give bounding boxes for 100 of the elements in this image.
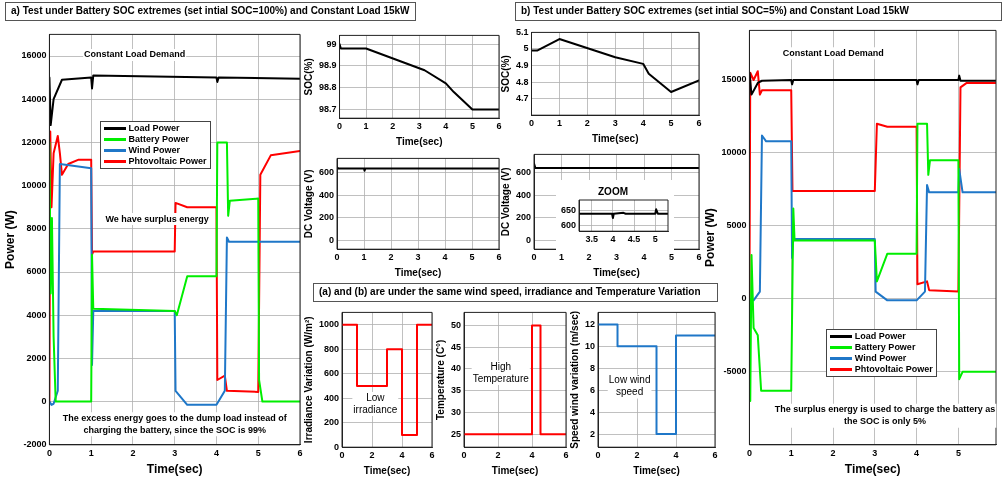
y-tick-label: 98.9 [318, 60, 337, 71]
x-tick-label: 1 [788, 447, 794, 458]
text: a) Test under Battery SOC extremes (set intial SOC=100%) and Constant Load 15kW [5, 2, 416, 21]
text: (a) and (b) are under the same wind speed, irradiance and Temperature Variation [313, 283, 718, 302]
x-tick-label: 3 [872, 447, 878, 458]
y-axis-title: SOC(%) [302, 58, 314, 96]
x-tick-label: 3 [172, 447, 178, 458]
y-tick-label: 800 [323, 343, 340, 354]
annotation: The excess energy goes to the dump load instead of charging the battery, since the SOC is 99% [62, 412, 288, 435]
annotation: Low wind speed [608, 374, 651, 398]
y-tick-label: 6000 [26, 266, 47, 277]
x-tick-label: 2 [388, 252, 394, 263]
x-tick-label: 2 [369, 450, 375, 461]
y-axis-title: Speed wind variation (m/sec) [568, 310, 580, 449]
x-tick-label: 2 [830, 447, 836, 458]
x-tick-label: 4 [641, 252, 647, 263]
x-tick-label: 5 [255, 447, 261, 458]
x-tick-label: 5 [652, 234, 658, 245]
legend-label: Phtovoltaic Power [854, 364, 933, 375]
y-tick-label: 98.8 [318, 82, 337, 93]
y-tick-label: 2 [590, 428, 596, 439]
annotation: We have surplus energy [105, 213, 209, 224]
x-axis-title: Time(sec) [633, 464, 680, 476]
y-tick-label: 12000 [21, 136, 47, 147]
y-tick-label: 400 [515, 189, 532, 200]
x-tick-label: 4 [443, 121, 449, 132]
y-tick-label: 600 [318, 167, 335, 178]
x-tick-label: 4 [610, 234, 616, 245]
x-tick-label: 5 [955, 447, 961, 458]
y-tick-label: 25 [451, 428, 462, 439]
y-tick-label: 98.7 [318, 103, 337, 114]
y-tick-label: 50 [451, 319, 462, 330]
x-tick-label: 4 [442, 252, 448, 263]
x-axis-title: Time(sec) [592, 132, 639, 144]
x-tick-label: 6 [429, 450, 435, 461]
x-tick-label: 1 [88, 447, 94, 458]
x-axis-title: Time(sec) [396, 135, 443, 147]
y-tick-label: 30 [451, 406, 462, 417]
y-axis-title: SOC(%) [499, 55, 511, 93]
legend-label: Battery Power [854, 342, 916, 353]
y-tick-label: 650 [560, 205, 577, 216]
y-tick-label: 99 [326, 38, 337, 49]
y-tick-label: 10 [585, 340, 596, 351]
y-tick-label: 200 [318, 212, 335, 223]
y-tick-label: 5.1 [516, 26, 529, 37]
x-tick-label: 3 [416, 121, 422, 132]
y-axis-title: Irradiance Variation (W/m²) [302, 316, 314, 444]
legend-label: Wind Power [128, 145, 180, 156]
x-axis-title: Time(sec) [491, 464, 539, 476]
x-tick-label: 4 [673, 450, 679, 461]
y-axis-title: DC Voltage (V) [302, 169, 314, 239]
x-tick-label: 6 [696, 252, 702, 263]
y-tick-label: 400 [318, 189, 335, 200]
annotation: Low irradiance [353, 391, 398, 415]
y-tick-label: 0 [41, 396, 47, 407]
legend-label: Wind Power [854, 353, 907, 364]
x-tick-label: 2 [130, 447, 136, 458]
y-tick-label: 4.9 [516, 60, 529, 70]
x-axis-title: Time(sec) [146, 462, 203, 477]
x-tick-label: 1 [363, 121, 369, 132]
x-tick-label: 3 [612, 118, 618, 129]
x-tick-label: 3 [415, 252, 421, 263]
y-tick-label: 0 [741, 293, 747, 304]
x-axis-title: Time(sec) [363, 464, 411, 476]
y-tick-label: 4000 [26, 309, 47, 320]
x-tick-label: 5 [469, 121, 475, 132]
y-tick-label: 15000 [721, 74, 747, 85]
x-tick-label: 4 [213, 447, 219, 458]
y-tick-label: 4.8 [516, 76, 529, 87]
x-axis-title: Time(sec) [844, 462, 901, 477]
annotation: Constant Load Demand [84, 49, 186, 60]
y-tick-label: 8 [590, 362, 596, 373]
y-axis-title: DC Voltage (V) [499, 167, 511, 237]
y-tick-label: 200 [323, 417, 340, 428]
y-tick-label: 2000 [26, 352, 47, 363]
x-tick-label: 5 [469, 252, 475, 263]
y-tick-label: -5000 [723, 366, 747, 377]
y-tick-label: 12 [585, 318, 596, 329]
x-tick-label: 3 [614, 252, 620, 263]
y-tick-label: 45 [451, 341, 462, 352]
y-axis-title: Temperature (C°) [434, 339, 446, 421]
y-axis-title: Power (W) [702, 208, 717, 267]
x-tick-label: 1 [361, 252, 367, 263]
y-axis-title: Power (W) [2, 210, 17, 269]
x-axis-title: Time(sec) [394, 266, 442, 278]
x-tick-label: 4 [914, 447, 920, 458]
x-tick-label: 1 [559, 252, 565, 263]
legend-label: Load Power [854, 331, 906, 342]
x-tick-label: 4 [640, 118, 646, 129]
y-tick-label: -2000 [23, 439, 47, 450]
y-tick-label: 10000 [21, 180, 47, 191]
legend-label: Phtovoltaic Power [128, 156, 207, 167]
x-tick-label: 6 [496, 252, 502, 263]
x-axis-title: Time(sec) [593, 266, 640, 278]
legend-label: Load Power [128, 123, 180, 134]
chart-title: ZOOM [598, 185, 628, 197]
y-tick-label: 200 [515, 212, 532, 223]
y-tick-label: 600 [515, 166, 532, 177]
x-tick-label: 5 [668, 118, 674, 129]
y-tick-label: 1000 [318, 319, 340, 330]
